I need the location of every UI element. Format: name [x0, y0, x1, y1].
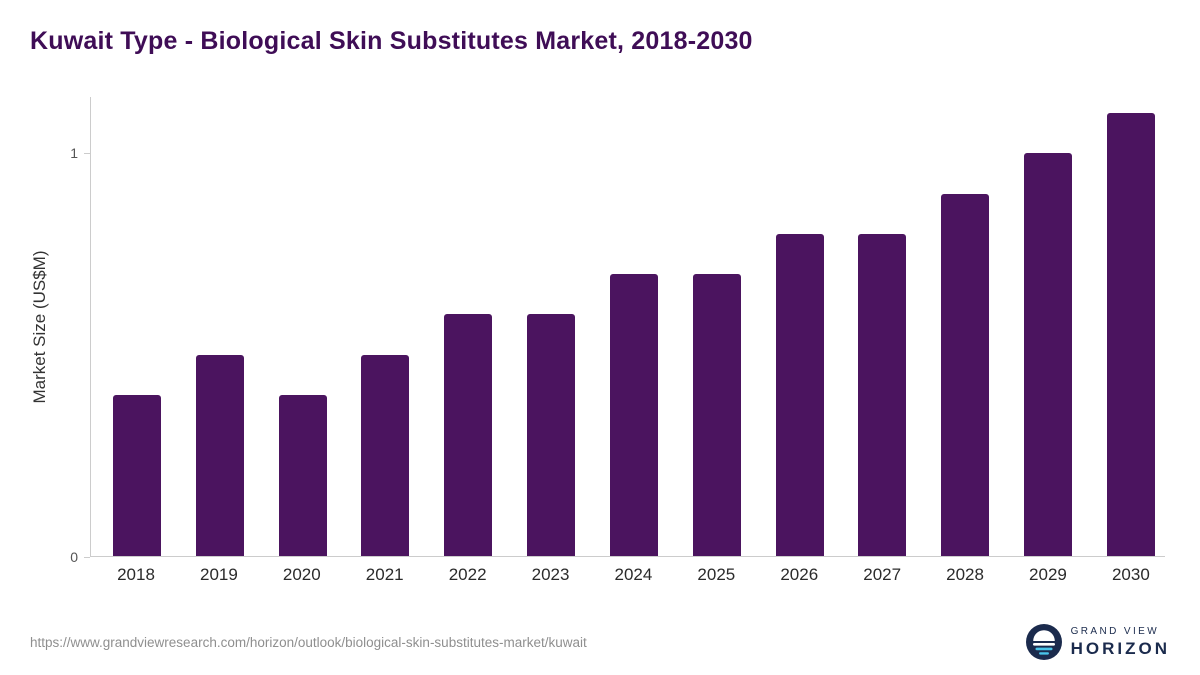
bar-slot-2021	[361, 97, 410, 556]
bar-slot-2022	[444, 97, 493, 556]
bar-2028	[941, 193, 990, 556]
bar-2024	[609, 274, 658, 556]
x-tick-label-2020: 2020	[282, 565, 321, 584]
chart-title: Kuwait Type - Biological Skin Substitute…	[30, 27, 753, 55]
bar-2023	[527, 314, 576, 556]
x-axis-labels: 2018 2019 2020 2021 2022 2023 2024 2025 2026 2027…	[90, 565, 1165, 585]
bar-2022	[444, 314, 493, 556]
y-tick-mark-0	[84, 556, 90, 558]
x-tick-label-2021: 2021	[365, 565, 404, 584]
x-tick-label-2028: 2028	[946, 565, 984, 584]
bar-slot-2023	[527, 97, 576, 556]
bar-slot-2027	[858, 97, 907, 556]
bar-slot-2020	[278, 97, 327, 556]
x-tick-label-2027: 2027	[863, 565, 902, 584]
grand-view-horizon-logo: GRAND VIEW HORIZON	[1025, 624, 1170, 660]
bar-2019	[195, 354, 244, 556]
bar-slot-2028	[941, 97, 990, 556]
bar-2020	[278, 394, 327, 556]
x-tick-label-2019: 2019	[199, 565, 238, 584]
y-tick-label-0: 0	[70, 549, 78, 565]
bar-slot-2018	[113, 97, 161, 556]
x-tick-label-2026: 2026	[780, 565, 819, 584]
bar-2030	[1106, 113, 1155, 556]
source-url: https://www.grandviewresearch.com/horizo…	[30, 634, 587, 650]
bar-2026	[775, 233, 824, 556]
y-tick-label-1: 1	[70, 145, 78, 162]
logo-text-grand-view: GRAND VIEW	[1070, 626, 1160, 637]
bar-slot-2030	[1106, 97, 1155, 556]
bar-slot-2019	[195, 97, 244, 556]
x-tick-label-2018: 2018	[117, 565, 155, 584]
bar-slot-2029	[1024, 97, 1073, 556]
bar-slot-2024	[609, 97, 658, 556]
bar-2025	[692, 274, 741, 556]
x-tick-label-2022: 2022	[448, 565, 487, 584]
plot-area	[90, 97, 1165, 557]
footer: https://www.grandviewresearch.com/horizo…	[30, 618, 1170, 666]
bars	[91, 97, 1165, 556]
y-axis-title: Market Size (US$M)	[30, 250, 49, 404]
y-tick-mark-1	[84, 152, 90, 154]
bar-2021	[361, 354, 410, 556]
bar-2027	[858, 233, 907, 556]
logo-text-horizon: HORIZON	[1070, 639, 1170, 658]
horizon-globe-icon	[1025, 624, 1062, 660]
bar-slot-2026	[775, 97, 824, 556]
bar-2018	[113, 394, 161, 556]
x-tick-label-2023: 2023	[531, 565, 570, 584]
bar-2029	[1024, 153, 1073, 556]
logo-text: GRAND VIEW HORIZON	[1070, 626, 1170, 658]
bar-slot-2025	[692, 97, 741, 556]
x-tick-label-2029: 2029	[1029, 565, 1067, 584]
x-tick-label-2030: 2030	[1111, 565, 1150, 584]
x-tick-label-2025: 2025	[697, 565, 736, 584]
x-tick-label-2024: 2024	[614, 565, 653, 584]
